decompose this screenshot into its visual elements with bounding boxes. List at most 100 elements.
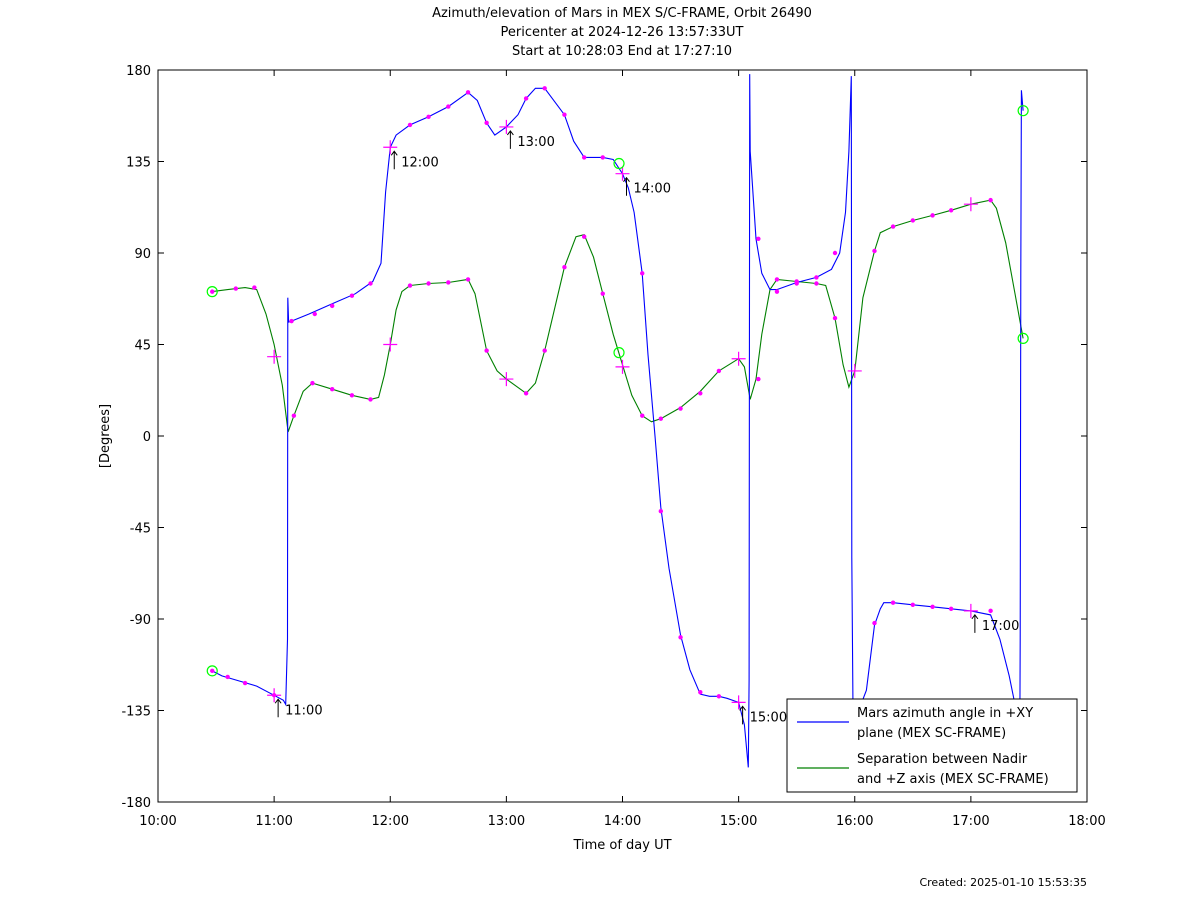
title-line: Azimuth/elevation of Mars in MEX S/C-FRA…: [432, 6, 812, 21]
hour-arrow: [971, 614, 979, 633]
hour-label: 11:00: [285, 703, 322, 718]
chart-markers: [206, 86, 1029, 728]
data-marker: [948, 208, 954, 213]
data-marker: [774, 277, 780, 282]
y-tick-label: -45: [130, 522, 151, 537]
endpoint-circle: [1017, 105, 1029, 117]
data-marker: [562, 265, 567, 270]
y-tick-label: 180: [126, 64, 151, 79]
y-tick-label: -180: [121, 796, 151, 811]
data-marker: [600, 291, 605, 296]
x-tick-label: 10:00: [139, 814, 176, 829]
data-marker: [794, 279, 799, 284]
series-line: [211, 74, 1024, 792]
x-tick-label: 18:00: [1068, 814, 1105, 829]
hour-cross-marker: [731, 695, 746, 710]
series-line: [212, 199, 1024, 433]
data-marker: [349, 293, 355, 298]
data-marker: [581, 155, 587, 160]
data-marker: [678, 406, 683, 411]
data-marker: [210, 668, 215, 674]
data-marker: [716, 368, 722, 374]
legend: Mars azimuth angle in +XY plane (MEX SC-F…: [786, 698, 1078, 793]
data-marker: [872, 620, 877, 626]
data-marker: [930, 604, 935, 609]
data-marker: [523, 96, 529, 101]
data-marker: [640, 413, 645, 418]
data-marker: [581, 234, 587, 239]
y-tick-label: 0: [143, 430, 151, 445]
data-marker: [252, 285, 257, 290]
hour-cross-marker: [847, 363, 862, 378]
title-line: Pericenter at 2024-12-26 13:57:33UT: [500, 25, 743, 40]
data-marker: [658, 509, 664, 514]
data-marker: [407, 283, 413, 288]
data-marker: [930, 213, 935, 218]
legend-box: [786, 698, 1078, 793]
created-timestamp: Created: 2025-01-10 15:53:35: [919, 876, 1087, 889]
data-marker: [890, 224, 896, 229]
data-marker: [291, 413, 297, 418]
y-axis-label: [Degrees]: [98, 404, 113, 468]
hour-label: 17:00: [982, 619, 1019, 634]
data-marker: [698, 391, 703, 396]
data-marker: [542, 348, 547, 353]
hour-cross-marker: [731, 351, 746, 366]
y-tick-label: -135: [121, 705, 151, 720]
data-marker: [310, 380, 315, 386]
chart-title: Azimuth/elevation of Mars in MEX S/C-FRA…: [432, 6, 812, 59]
data-marker: [600, 155, 605, 160]
data-marker: [368, 397, 373, 402]
x-axis-label: Time of day UT: [572, 838, 671, 853]
data-marker: [368, 281, 373, 286]
data-marker: [948, 606, 954, 612]
x-tick-label: 12:00: [372, 814, 409, 829]
data-marker: [814, 281, 819, 286]
data-marker: [988, 608, 993, 614]
data-marker: [678, 635, 683, 640]
hour-arrow: [623, 176, 630, 196]
x-tick-label: 16:00: [836, 814, 873, 829]
data-marker: [910, 218, 916, 223]
hour-cross-marker: [499, 372, 514, 387]
data-marker: [312, 311, 317, 317]
endpoint-circle: [206, 665, 218, 677]
data-marker: [872, 248, 877, 254]
x-tick-label: 13:00: [488, 814, 525, 829]
y-tick-label: -90: [130, 613, 151, 628]
hour-arrow: [390, 150, 398, 170]
data-marker: [225, 674, 230, 680]
y-tick-label: 90: [134, 247, 151, 262]
hour-cross-marker: [499, 119, 514, 134]
data-marker: [756, 376, 761, 382]
series-lines: [211, 74, 1024, 792]
hour-arrow: [274, 698, 282, 718]
data-marker: [716, 694, 722, 699]
hour-label: 12:00: [401, 155, 438, 170]
data-marker: [407, 122, 413, 128]
data-marker: [349, 393, 355, 398]
data-marker: [426, 281, 431, 286]
data-marker: [446, 104, 451, 109]
x-tick-label: 17:00: [952, 814, 989, 829]
data-marker: [210, 289, 215, 294]
y-tick-label: 135: [126, 156, 151, 171]
data-marker: [426, 114, 431, 119]
data-marker: [542, 86, 547, 91]
data-marker: [484, 348, 489, 353]
hour-label: 15:00: [750, 710, 787, 725]
hour-cross-marker: [615, 166, 630, 181]
title-line: Start at 10:28:03 End at 17:27:10: [512, 44, 732, 59]
y-tick-label: 45: [134, 339, 151, 354]
data-marker: [698, 690, 703, 695]
data-marker: [774, 289, 780, 294]
endpoint-circle: [613, 347, 625, 359]
hour-label: 13:00: [517, 135, 554, 150]
data-marker: [242, 680, 248, 686]
x-tick-label: 11:00: [255, 814, 292, 829]
legend-label: plane (MEX SC-FRAME): [857, 726, 1006, 741]
legend-label: Mars azimuth angle in +XY: [857, 706, 1033, 721]
data-marker: [523, 391, 529, 396]
data-marker: [289, 318, 294, 324]
data-marker: [890, 600, 896, 605]
